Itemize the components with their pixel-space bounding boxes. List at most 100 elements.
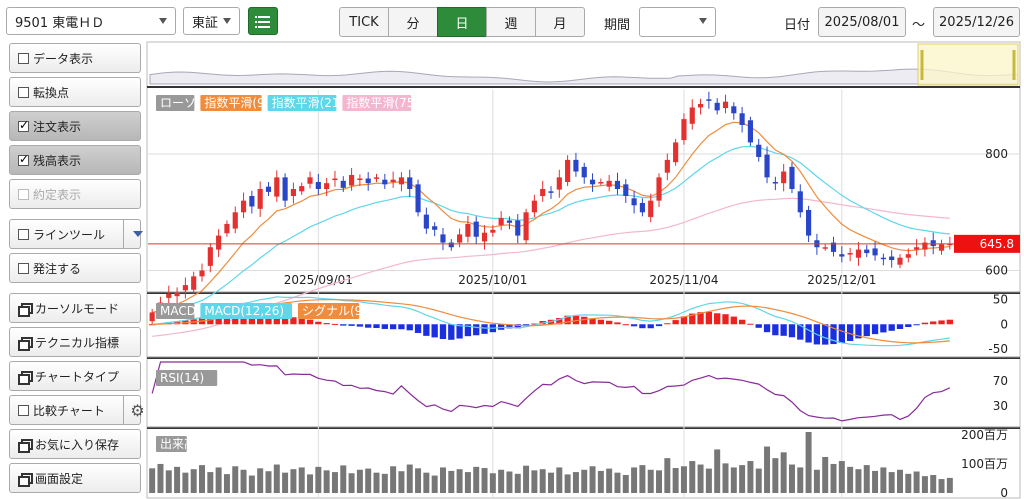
timeframe-month[interactable]: 月 <box>535 7 585 37</box>
market-select[interactable]: 東証 <box>183 7 240 35</box>
sidebar-item-12[interactable]: 画面設定 <box>9 463 141 493</box>
volume-bar <box>656 470 663 493</box>
candle <box>199 270 205 277</box>
macd-histogram-bar <box>431 324 438 338</box>
volume-bar <box>905 473 912 493</box>
volume-bar <box>489 473 496 493</box>
sidebar-item-6[interactable]: 発注する <box>9 253 141 283</box>
candle <box>174 292 180 297</box>
period-select[interactable] <box>639 7 716 37</box>
candle <box>191 276 197 290</box>
volume-bar <box>331 472 338 493</box>
candle <box>905 254 911 258</box>
symbol-select[interactable]: 9501 東電ＨＤ <box>6 7 176 35</box>
macd-histogram-bar <box>905 324 912 328</box>
volume-bar <box>448 470 455 493</box>
macd-histogram-bar <box>439 324 447 339</box>
volume-bar <box>913 471 920 493</box>
sidebar-item-5[interactable]: ラインツール <box>9 219 143 249</box>
candle <box>897 257 903 265</box>
candle <box>598 182 604 184</box>
macd-histogram-bar <box>714 313 721 325</box>
volume-bar <box>381 473 388 493</box>
volume-bar <box>548 472 554 493</box>
macd-histogram-bar <box>389 324 397 330</box>
gear-icon[interactable]: ⚙ <box>123 395 151 425</box>
macd-histogram-bar <box>406 324 413 331</box>
candle <box>573 159 579 172</box>
volume-bar <box>248 475 255 493</box>
volume-bar <box>390 466 397 493</box>
macd-histogram-bar <box>747 323 754 325</box>
sidebar-item-7[interactable]: カーソルモード <box>9 293 141 323</box>
macd-histogram-bar <box>738 319 746 325</box>
candle <box>706 99 712 101</box>
y-tick-label: 600 <box>985 264 1008 278</box>
volume-bar <box>930 474 937 493</box>
volume-bar <box>880 467 887 493</box>
volume-bar <box>373 472 380 493</box>
candle <box>390 179 396 183</box>
price-legend-label: 指数平滑(21) <box>272 95 345 110</box>
macd-histogram-bar <box>672 320 679 325</box>
sidebar-item-label: お気に入り保存 <box>35 437 120 452</box>
sidebar-item-0[interactable]: データ表示 <box>9 43 141 73</box>
candle <box>182 285 188 291</box>
list-button[interactable] <box>248 7 278 35</box>
sidebar-item-1[interactable]: 転換点 <box>9 77 141 107</box>
macd-histogram-bar <box>365 324 372 328</box>
timeframe-day[interactable]: 日 <box>437 7 487 37</box>
macd-histogram-bar <box>290 317 297 325</box>
volume-bar <box>680 466 687 493</box>
volume-bar <box>697 464 704 493</box>
volume-bar <box>464 472 471 493</box>
candle <box>473 221 479 237</box>
candle <box>166 293 172 298</box>
volume-bar <box>498 469 505 493</box>
volume-bar <box>589 466 596 493</box>
volume-bar <box>539 469 546 493</box>
price-legend-swatch <box>267 95 337 111</box>
volume-bar <box>664 458 671 493</box>
macd-y-tick-label: 0 <box>1000 317 1008 331</box>
volume-bar <box>157 463 164 493</box>
volume-bar <box>523 465 530 493</box>
candle <box>415 184 421 213</box>
macd-histogram-bar <box>871 324 879 335</box>
checkbox-icon <box>18 404 29 416</box>
volume-bar <box>689 461 696 493</box>
candle <box>772 182 778 184</box>
candle <box>781 171 787 184</box>
sidebar-item-2[interactable]: 注文表示 <box>9 111 141 141</box>
timeframe-week[interactable]: 週 <box>486 7 536 37</box>
sidebar-item-11[interactable]: お気に入り保存 <box>9 429 141 459</box>
timeframe-tick[interactable]: TICK <box>339 7 389 37</box>
date-to-input[interactable]: 2025/12/26 <box>933 7 1020 37</box>
volume-bar <box>938 479 945 493</box>
candle <box>764 154 770 178</box>
candle <box>282 177 288 201</box>
overview-series <box>149 68 1019 85</box>
candle <box>299 186 305 192</box>
volume-bar <box>772 458 779 493</box>
candle <box>257 189 263 209</box>
macd-histogram-bar <box>340 324 347 326</box>
macd-y-tick-label: 50 <box>993 292 1008 306</box>
chevron-down-icon[interactable] <box>123 219 151 249</box>
sidebar-item-8[interactable]: テクニカル指標 <box>9 327 141 357</box>
sidebar-item-9[interactable]: チャートタイプ <box>9 361 141 391</box>
candle <box>565 159 571 183</box>
timeframe-minute[interactable]: 分 <box>388 7 438 37</box>
y-tick-label: 800 <box>985 147 1008 161</box>
sidebar-item-10[interactable]: 比較チャート ⚙ <box>9 395 145 425</box>
volume-bar <box>273 464 280 493</box>
candle <box>216 235 222 250</box>
macd-histogram-bar <box>630 324 638 327</box>
macd-histogram-bar <box>730 316 737 325</box>
date-from-input[interactable]: 2025/08/01 <box>818 7 906 37</box>
macd-histogram-bar <box>448 324 455 340</box>
sidebar-item-3[interactable]: 残高表示 <box>9 145 141 175</box>
price-legend-swatch <box>156 95 195 111</box>
volume-bar <box>614 472 621 493</box>
